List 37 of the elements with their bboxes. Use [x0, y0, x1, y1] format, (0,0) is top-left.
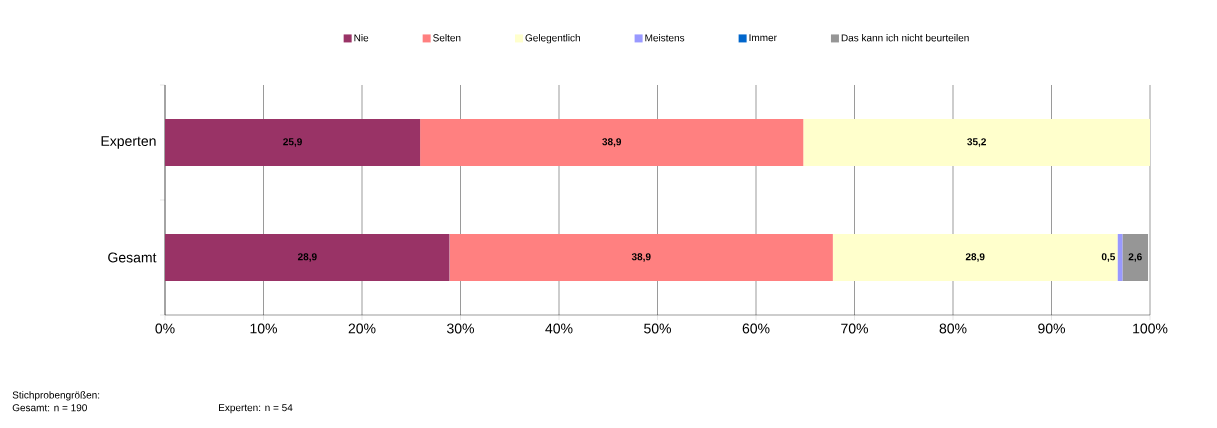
text: Stichprobengrößen:: [12, 391, 100, 401]
legend-label: Das kann ich nicht beurteilen: [841, 34, 969, 42]
bar: [832, 234, 1118, 281]
data-label: 35,2: [967, 138, 986, 147]
data-label: 38,9: [631, 253, 651, 262]
x-tick-label: 40%: [545, 323, 573, 334]
x-tick-label: 50%: [644, 323, 672, 334]
data-label: 2,6: [1128, 253, 1142, 262]
x-tick-label: 10%: [250, 323, 278, 334]
bar: [449, 234, 833, 281]
bar: [420, 119, 804, 166]
x-tick-label: 30%: [447, 323, 475, 334]
y-tick-label: Gesamt: [108, 252, 157, 263]
legend-label: Meistens: [645, 34, 685, 42]
data-label: 28,9: [965, 253, 985, 262]
x-tick-label: 0%: [155, 323, 175, 334]
data-label: 28,9: [297, 253, 317, 262]
data-label: 38,9: [602, 138, 622, 147]
bar: [803, 119, 1151, 166]
legend-label: Gelegentlich: [525, 34, 580, 44]
bar: [165, 119, 421, 166]
x-tick-label: 100%: [1133, 323, 1168, 334]
x-tick-label: 20%: [348, 323, 376, 334]
legend-label: Selten: [433, 34, 461, 42]
x-tick-label: 70%: [841, 323, 869, 334]
x-tick-label: 60%: [742, 323, 770, 334]
data-label: 0,5: [1101, 253, 1116, 262]
x-tick-label: 90%: [1038, 323, 1066, 334]
bar: [1122, 234, 1149, 281]
x-tick-label: 80%: [939, 323, 967, 334]
data-label: 25,9: [283, 138, 302, 147]
legend-label: Immer: [749, 34, 777, 42]
y-tick-label: Experten: [101, 136, 156, 149]
legend-label: Nie: [354, 34, 369, 42]
bar: [165, 234, 450, 281]
text: Gesamt: n = 190: [12, 404, 87, 412]
text: Experten: n = 54: [219, 404, 293, 414]
